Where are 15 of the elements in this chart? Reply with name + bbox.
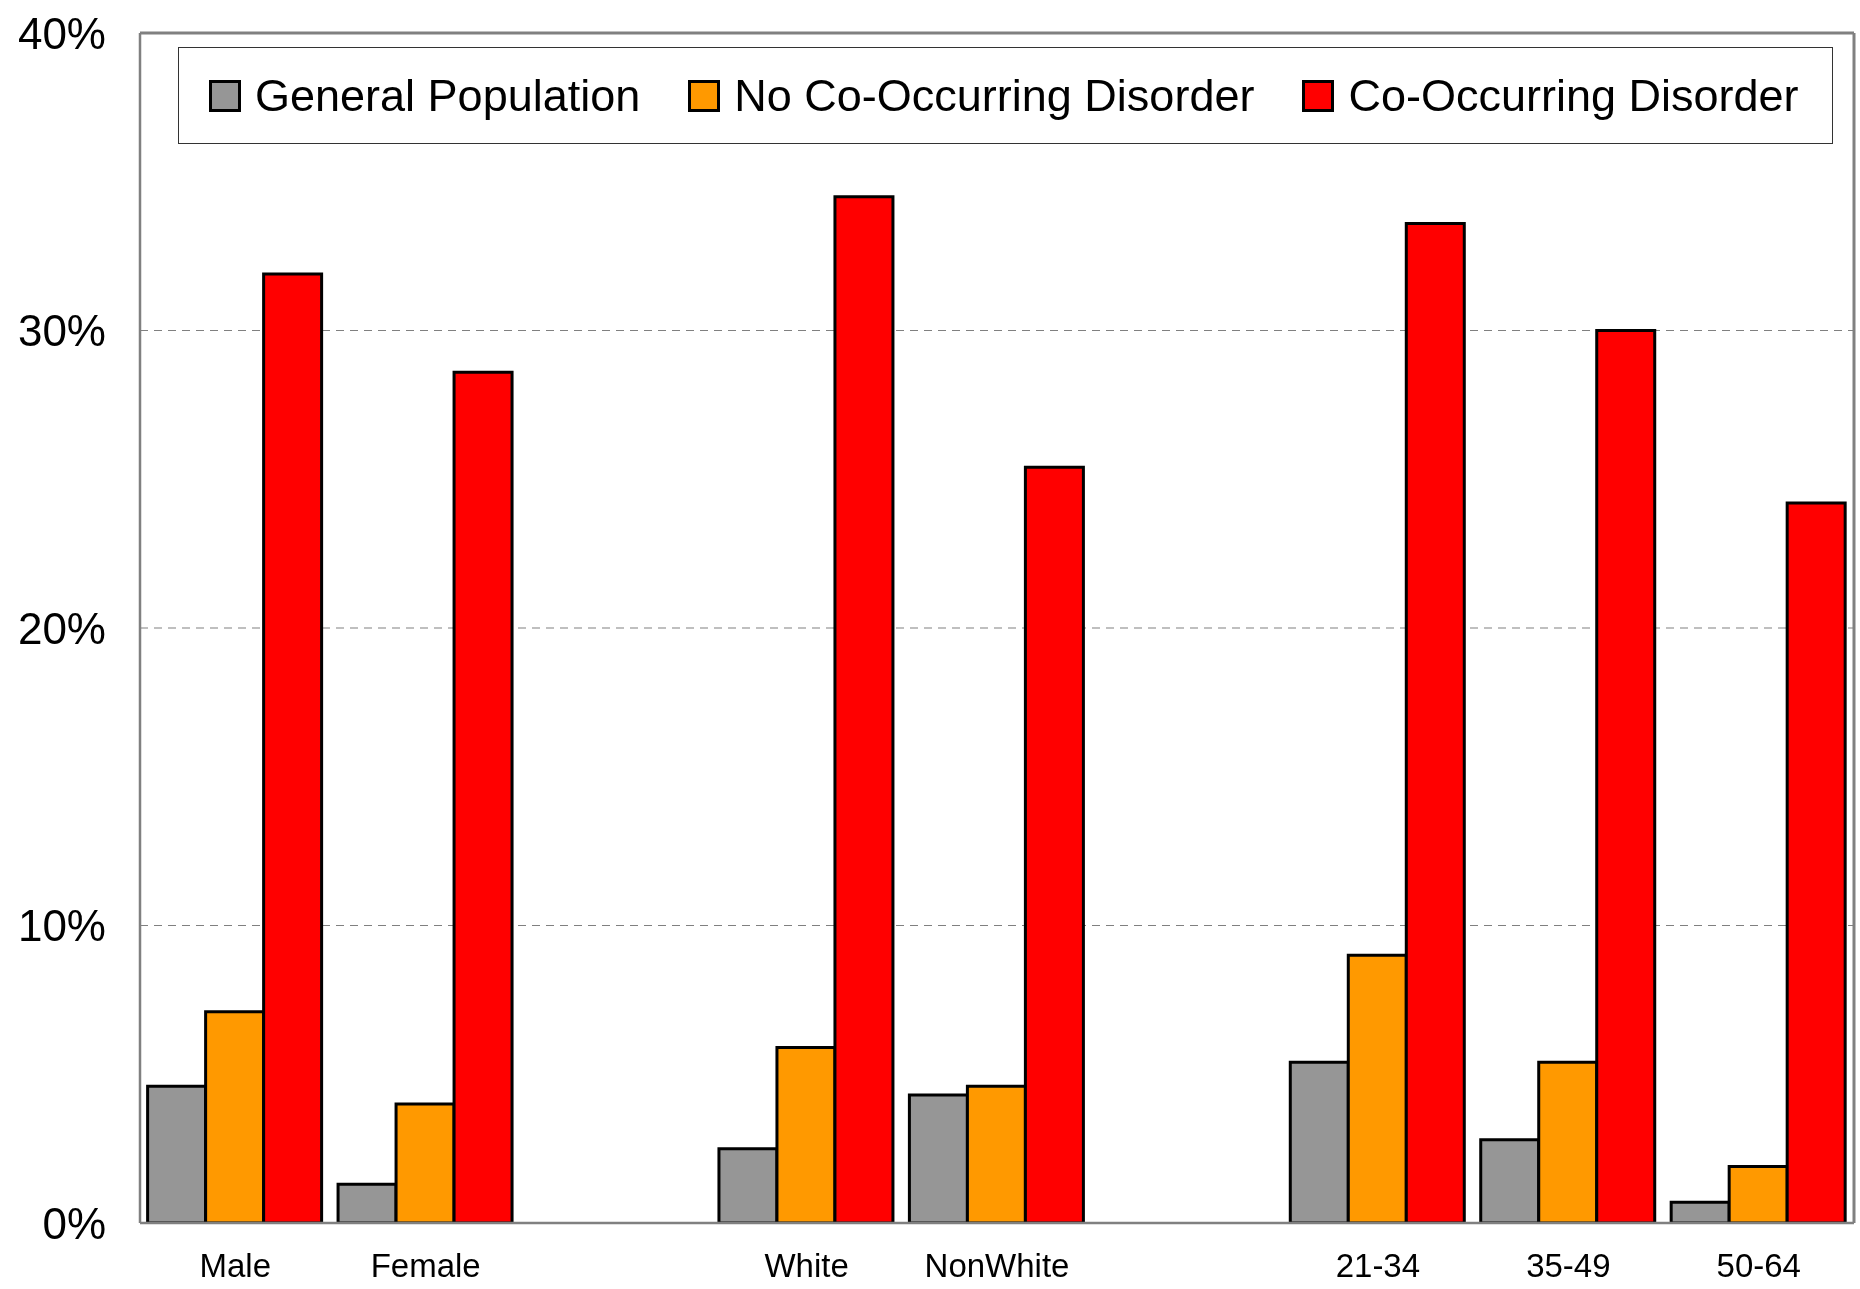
x-tick-label: 50-64: [1716, 1247, 1801, 1285]
x-tick-label: Male: [199, 1247, 271, 1285]
x-tick-label: White: [764, 1247, 849, 1285]
x-tick-label: NonWhite: [924, 1247, 1070, 1285]
y-tick-label: 40%: [17, 8, 106, 58]
x-tick-label: 21-34: [1335, 1247, 1421, 1285]
y-tick-label: 30%: [17, 306, 106, 356]
y-tick-label: 20%: [17, 603, 106, 653]
legend-label: General Population: [255, 69, 641, 122]
legend-label: Co-Occurring Disorder: [1348, 69, 1799, 122]
x-tick-label: 35-49: [1526, 1247, 1611, 1285]
y-tick-label: 0%: [42, 1198, 106, 1248]
y-tick-label: 10%: [17, 901, 106, 951]
legend-label: No Co-Occurring Disorder: [734, 69, 1255, 122]
x-tick-label: Female: [370, 1247, 481, 1285]
